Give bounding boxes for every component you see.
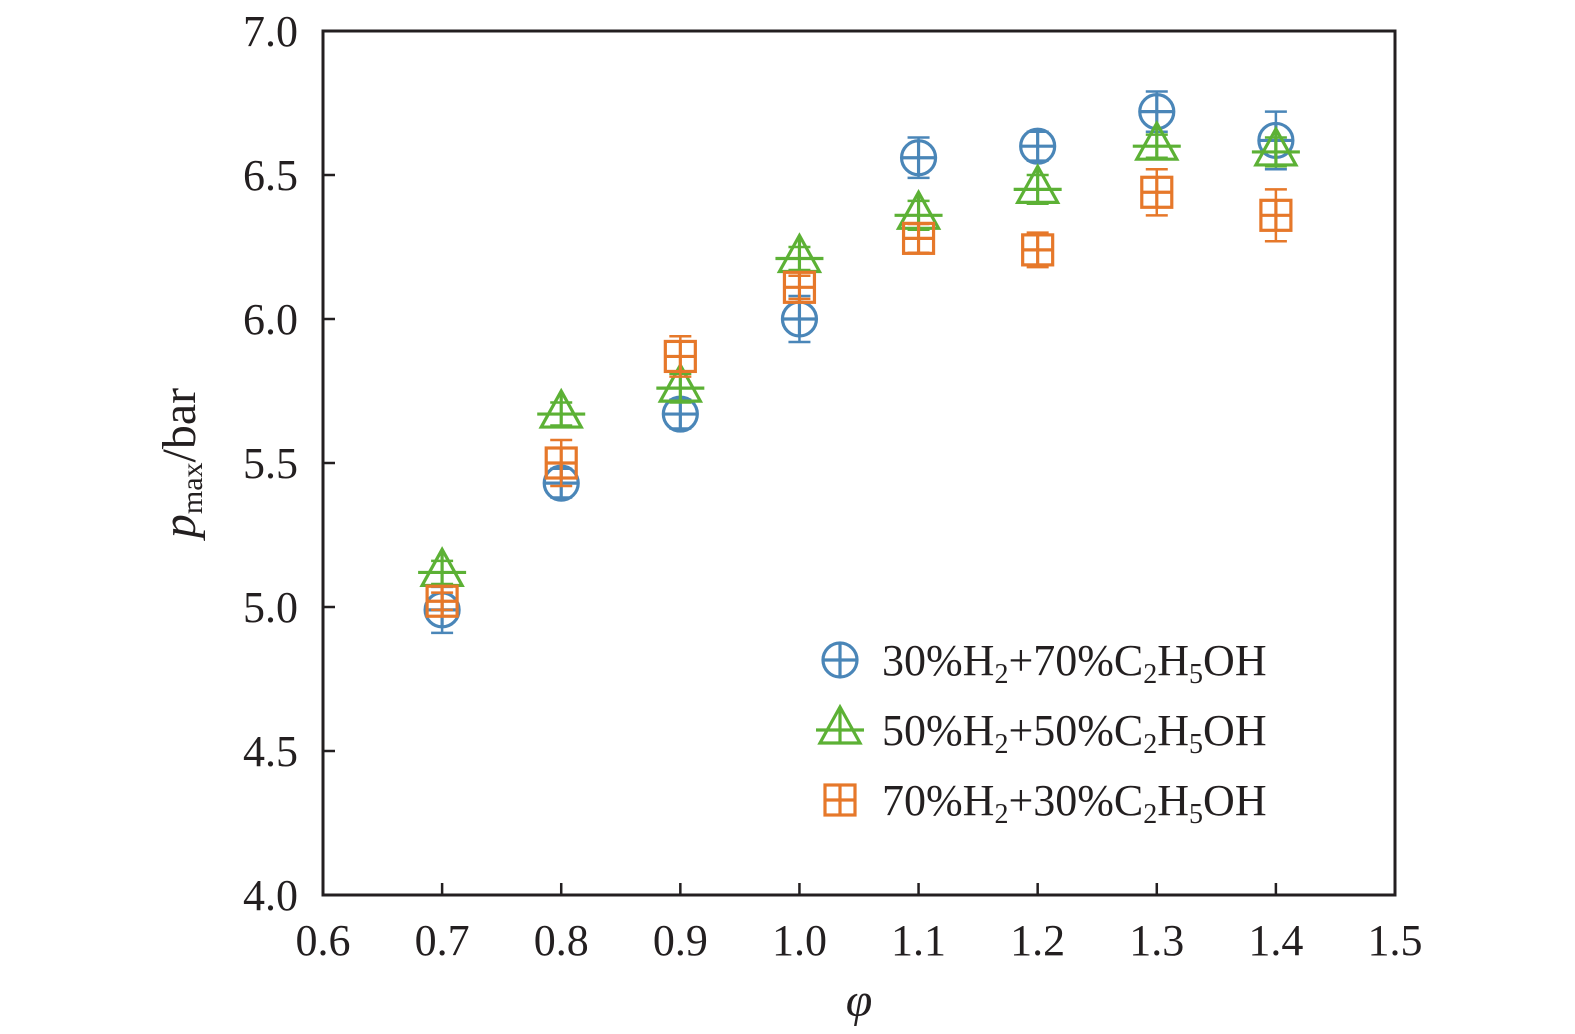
legend-marker bbox=[823, 783, 857, 817]
data-point bbox=[775, 232, 824, 274]
data-point bbox=[780, 300, 819, 338]
series-1 bbox=[423, 90, 1295, 635]
legend-item: 50%H2+50%C2H5OH bbox=[816, 703, 1267, 760]
data-point bbox=[425, 584, 459, 618]
x-tick-label: 1.5 bbox=[1368, 916, 1423, 965]
x-tick-label: 1.0 bbox=[772, 916, 827, 965]
legend-item: 30%H2+70%C2H5OH bbox=[821, 636, 1267, 690]
series-3 bbox=[425, 167, 1293, 618]
x-tick-label: 0.9 bbox=[653, 916, 708, 965]
legend-label: 70%H2+30%C2H5OH bbox=[882, 776, 1267, 830]
legend-label: 30%H2+70%C2H5OH bbox=[882, 636, 1267, 690]
x-axis-label: φ bbox=[846, 974, 873, 1027]
y-axis-label: pmax/bar bbox=[153, 388, 209, 541]
y-tick-label: 6.0 bbox=[243, 295, 298, 344]
y-tick-label: 4.0 bbox=[243, 871, 298, 920]
data-point bbox=[418, 546, 467, 588]
data-point bbox=[782, 270, 817, 304]
data-point bbox=[1019, 127, 1057, 165]
legend-marker-triangle-cross bbox=[816, 703, 864, 745]
data-point bbox=[663, 339, 697, 374]
plot-frame bbox=[321, 29, 1397, 897]
legend-marker bbox=[816, 703, 864, 745]
x-tick-label: 1.4 bbox=[1248, 916, 1303, 965]
legend-label: 50%H2+50%C2H5OH bbox=[882, 706, 1267, 760]
legend-marker-square-plus bbox=[823, 783, 857, 817]
data-point bbox=[901, 221, 936, 255]
data-point bbox=[1140, 175, 1174, 209]
y-tick-label: 5.5 bbox=[243, 439, 298, 488]
data-marks bbox=[418, 90, 1300, 635]
legend-marker bbox=[821, 641, 859, 679]
x-tick-label: 0.8 bbox=[534, 916, 589, 965]
data-point bbox=[1013, 163, 1062, 204]
legend-marker-circle-plus bbox=[821, 641, 859, 679]
data-point bbox=[1251, 125, 1300, 167]
data-point bbox=[544, 446, 578, 480]
x-tick-label: 1.1 bbox=[891, 916, 946, 965]
y-tick-label: 7.0 bbox=[243, 7, 298, 56]
legend: 30%H2+70%C2H5OH 50%H2+50%C2H5OH 70%H2+30… bbox=[816, 636, 1267, 830]
data-point bbox=[1259, 198, 1293, 232]
x-tick-label: 1.3 bbox=[1129, 916, 1184, 965]
data-point bbox=[1021, 233, 1055, 267]
y-tick-label: 6.5 bbox=[243, 151, 298, 200]
x-tick-label: 0.7 bbox=[415, 916, 470, 965]
x-tick-label: 0.6 bbox=[296, 916, 351, 965]
series-2 bbox=[418, 119, 1300, 588]
x-tick-label: 1.2 bbox=[1010, 916, 1065, 965]
x-axis: 0.6 0.7 0.8 0.9 1.0 1.1 1.2 1.3 1.4 1.5 bbox=[296, 883, 1423, 965]
data-point bbox=[1132, 119, 1181, 161]
y-axis: 4.0 4.5 5.0 5.5 6.0 6.5 7.0 bbox=[243, 7, 335, 920]
data-point bbox=[899, 139, 938, 177]
y-tick-label: 4.5 bbox=[243, 727, 298, 776]
legend-item: 70%H2+30%C2H5OH bbox=[823, 776, 1267, 830]
y-tick-label: 5.0 bbox=[243, 583, 298, 632]
data-point bbox=[537, 387, 586, 429]
